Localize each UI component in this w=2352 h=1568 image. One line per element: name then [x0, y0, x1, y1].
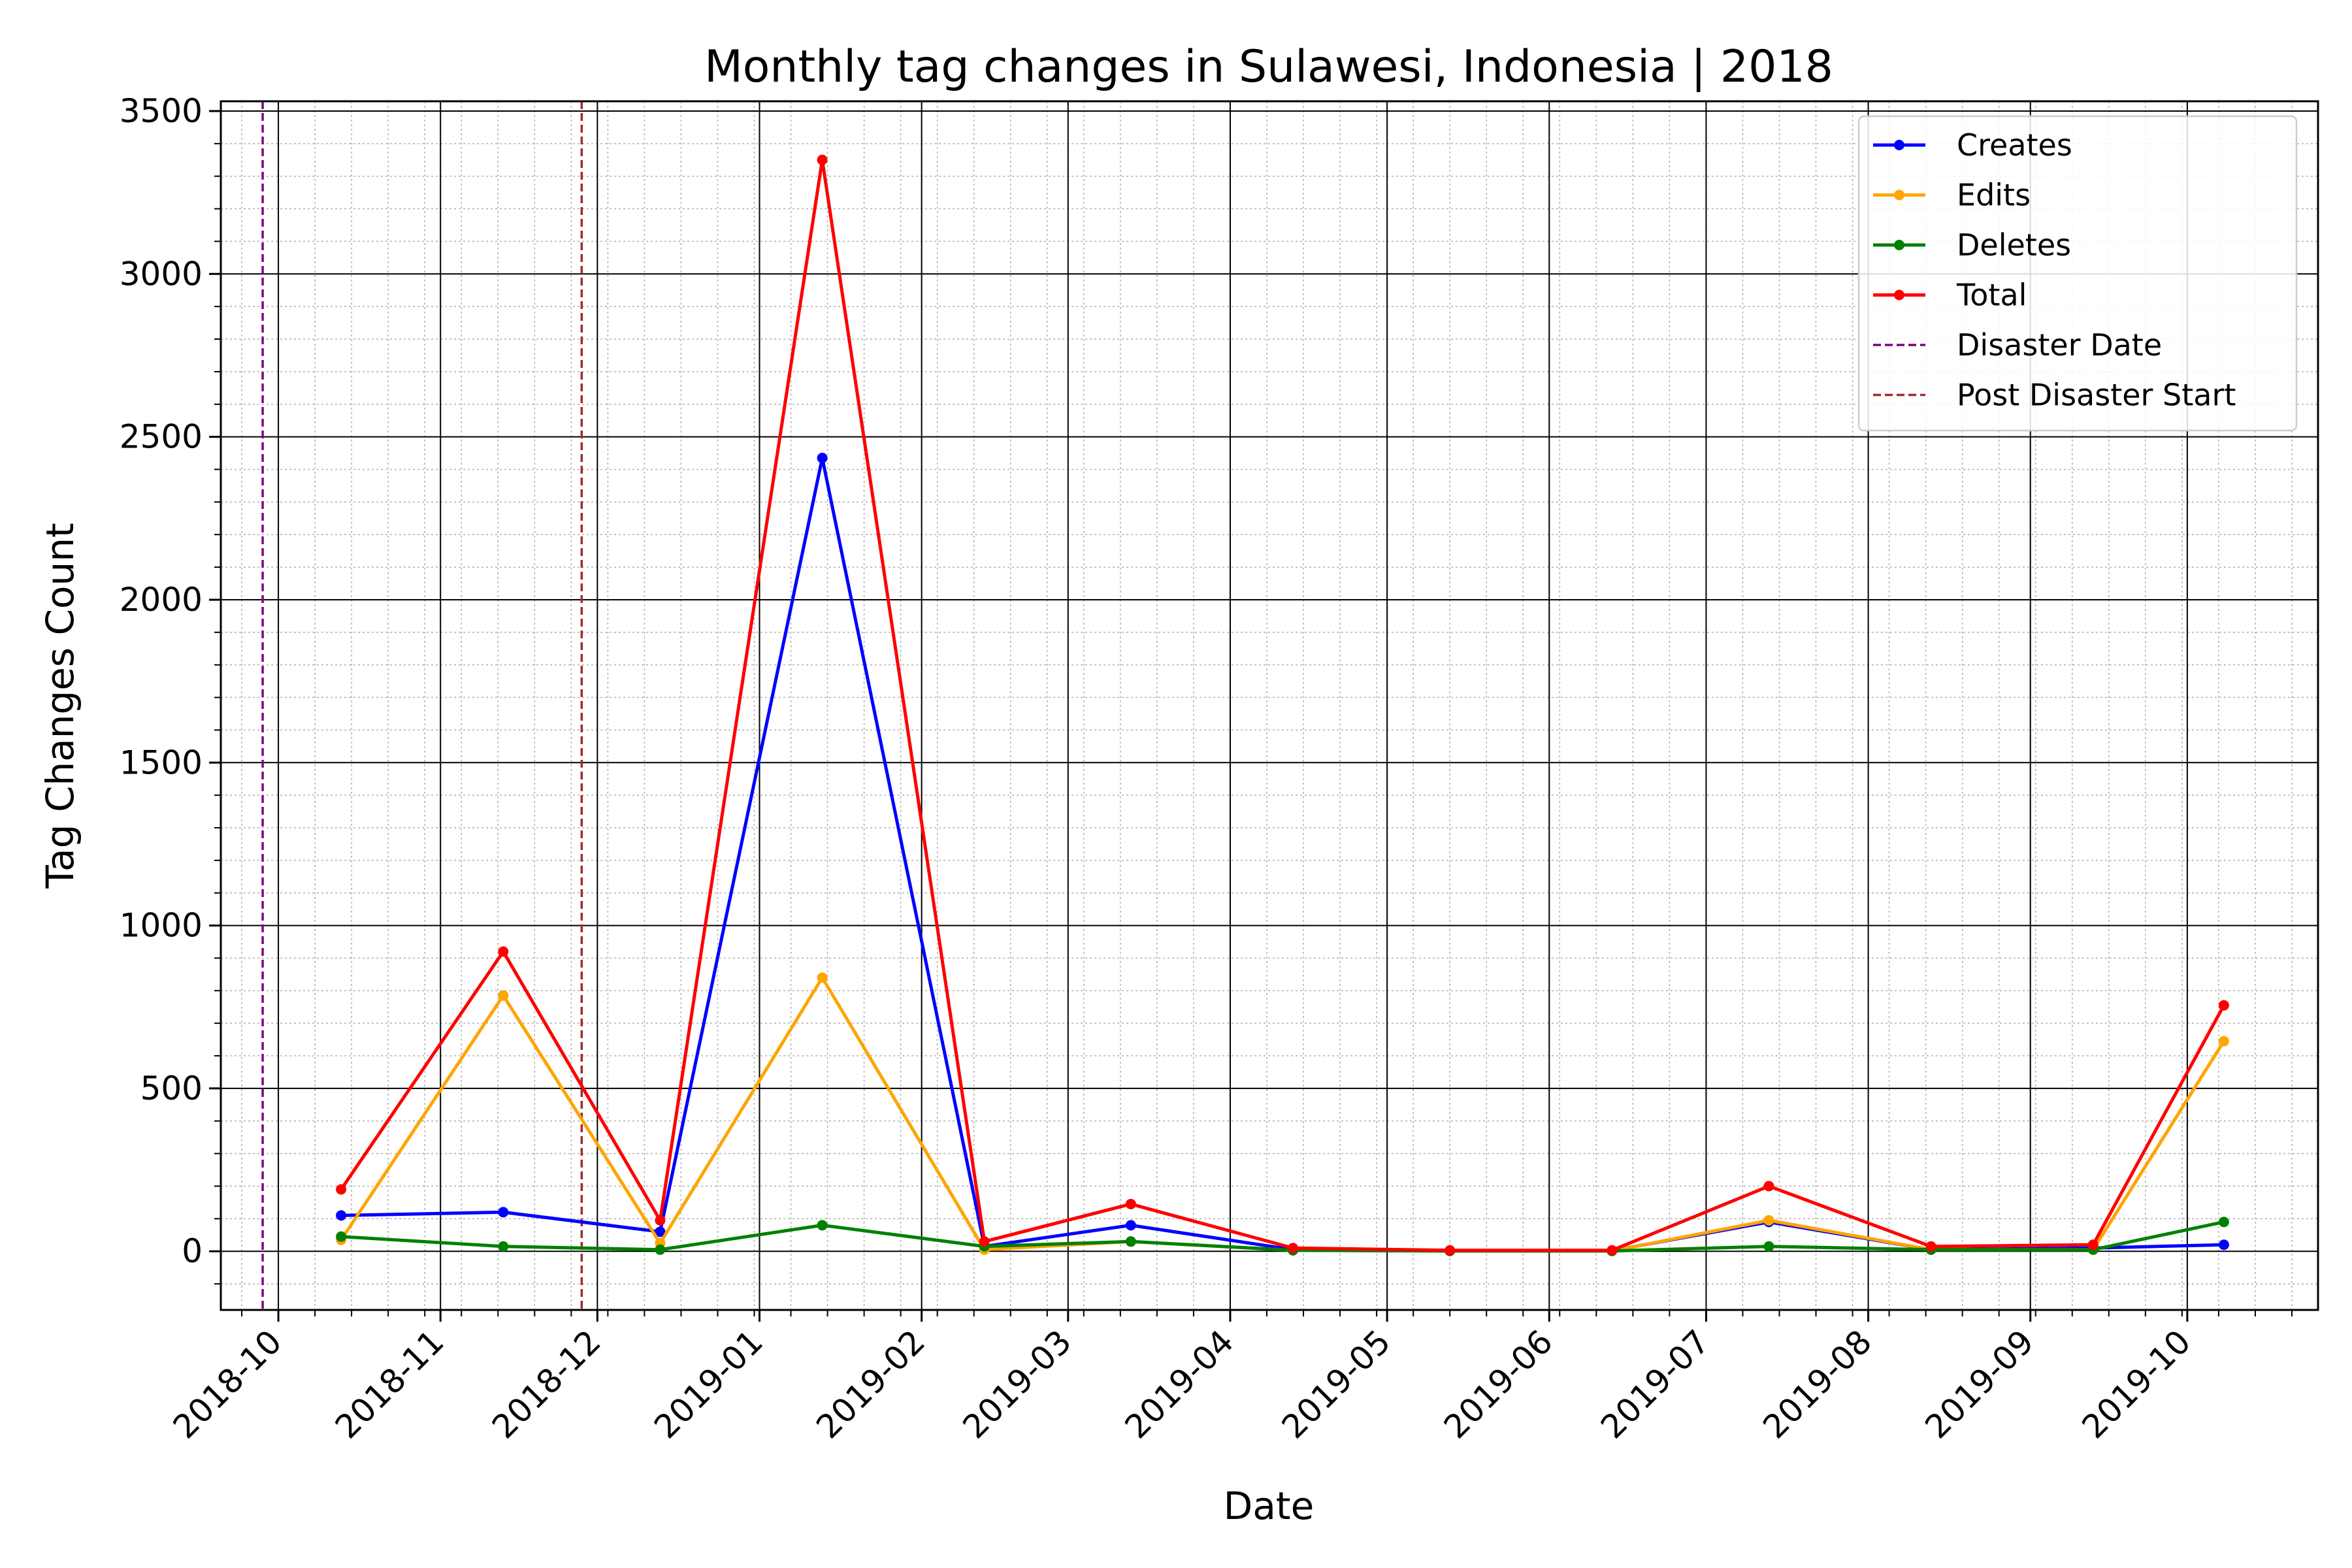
x-tick-label: 2019-09 [1918, 1322, 2041, 1446]
y-tick-label: 3500 [120, 92, 203, 130]
data-point [2218, 1036, 2229, 1047]
data-point [336, 1231, 347, 1242]
legend-label: Edits [1957, 178, 2031, 213]
data-point [817, 1220, 828, 1231]
y-tick-label: 1500 [120, 743, 203, 781]
x-tick-label: 2019-04 [1118, 1322, 1241, 1446]
data-point [1125, 1220, 1136, 1231]
data-point [1925, 1241, 1936, 1252]
data-point [2218, 1000, 2229, 1011]
data-point [979, 1236, 990, 1247]
x-tick-label: 2019-05 [1275, 1322, 1398, 1446]
data-point [1763, 1215, 1774, 1226]
legend-marker [1894, 189, 1904, 201]
y-tick-label: 2500 [120, 418, 203, 456]
x-tick-label: 2019-07 [1593, 1322, 1717, 1446]
data-point [1125, 1236, 1136, 1247]
x-tick-label: 2019-10 [2075, 1322, 2198, 1446]
legend-marker [1894, 289, 1904, 301]
y-tick-label: 1000 [120, 907, 203, 945]
data-point [1125, 1198, 1136, 1209]
legend-marker [1894, 140, 1904, 150]
x-tick-label: 2019-08 [1756, 1322, 1879, 1446]
data-point [1445, 1245, 1456, 1256]
legend: Creates Edits Deletes Total Disaster Date Pos… [1857, 115, 2298, 432]
data-point [498, 946, 509, 957]
legend-label: Post Disaster Start [1957, 378, 2236, 413]
x-tick-label: 2018-12 [485, 1322, 608, 1446]
x-tick-label: 2019-03 [956, 1322, 1079, 1446]
y-ticks: 0 500 1000 1500 2000 2500 3000 3500 [120, 92, 221, 1285]
data-point [1288, 1243, 1299, 1254]
y-tick-label: 500 [140, 1070, 203, 1107]
series-lines [336, 154, 2229, 1256]
data-point [817, 453, 828, 464]
legend-marker [1894, 240, 1904, 250]
series-line [341, 456, 2224, 1252]
data-point [1763, 1241, 1774, 1252]
data-point [2087, 1239, 2099, 1250]
legend-label: Creates [1957, 127, 2072, 163]
x-tick-label: 2019-01 [647, 1322, 770, 1446]
data-point [498, 1207, 509, 1218]
legend-label: Total [1956, 278, 2027, 313]
legend-label: Disaster Date [1957, 327, 2162, 363]
data-point [1607, 1245, 1618, 1256]
plot-frame [220, 100, 2319, 1311]
reference-lines [261, 101, 583, 1310]
y-tick-label: 3000 [120, 255, 203, 293]
y-tick-label: 0 [182, 1232, 203, 1270]
data-point [498, 1241, 509, 1252]
legend-box [1857, 115, 2298, 432]
legend-label: Deletes [1957, 227, 2071, 263]
data-point [336, 1184, 347, 1195]
data-point [817, 154, 828, 165]
x-tick-label: 2018-11 [328, 1322, 451, 1446]
data-point [817, 972, 828, 983]
x-axis-label: Date [1224, 1484, 1315, 1528]
data-point [655, 1244, 666, 1255]
data-point [655, 1215, 666, 1226]
data-point [2218, 1239, 2229, 1250]
x-ticks: 2018-10 2018-11 2018-12 2019-01 2019-02 2019-… [166, 1310, 2293, 1446]
data-point [336, 1210, 347, 1221]
y-axis-label: Tag Changes Count [38, 523, 82, 889]
data-point [2218, 1217, 2229, 1228]
data-point [1763, 1181, 1774, 1192]
y-tick-label: 2000 [120, 581, 203, 619]
x-tick-label: 2019-02 [809, 1322, 932, 1446]
data-point [498, 990, 509, 1001]
chart-title: Monthly tag changes in Sulawesi, Indones… [704, 41, 1833, 93]
data-point [655, 1226, 666, 1237]
x-tick-label: 2019-06 [1437, 1322, 1560, 1446]
series-line [340, 975, 2226, 1253]
x-tick-label: 2018-10 [166, 1322, 289, 1446]
